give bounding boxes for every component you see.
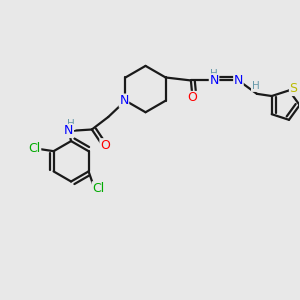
Text: N: N xyxy=(234,74,243,87)
Text: H: H xyxy=(210,69,218,79)
Text: S: S xyxy=(290,82,297,95)
Text: Cl: Cl xyxy=(92,182,104,195)
Text: O: O xyxy=(188,92,197,104)
Text: Cl: Cl xyxy=(28,142,41,155)
Text: O: O xyxy=(100,139,110,152)
Text: N: N xyxy=(64,124,74,137)
Text: H: H xyxy=(251,81,259,92)
Text: N: N xyxy=(209,74,219,87)
Text: H: H xyxy=(67,119,75,129)
Text: N: N xyxy=(119,94,129,107)
